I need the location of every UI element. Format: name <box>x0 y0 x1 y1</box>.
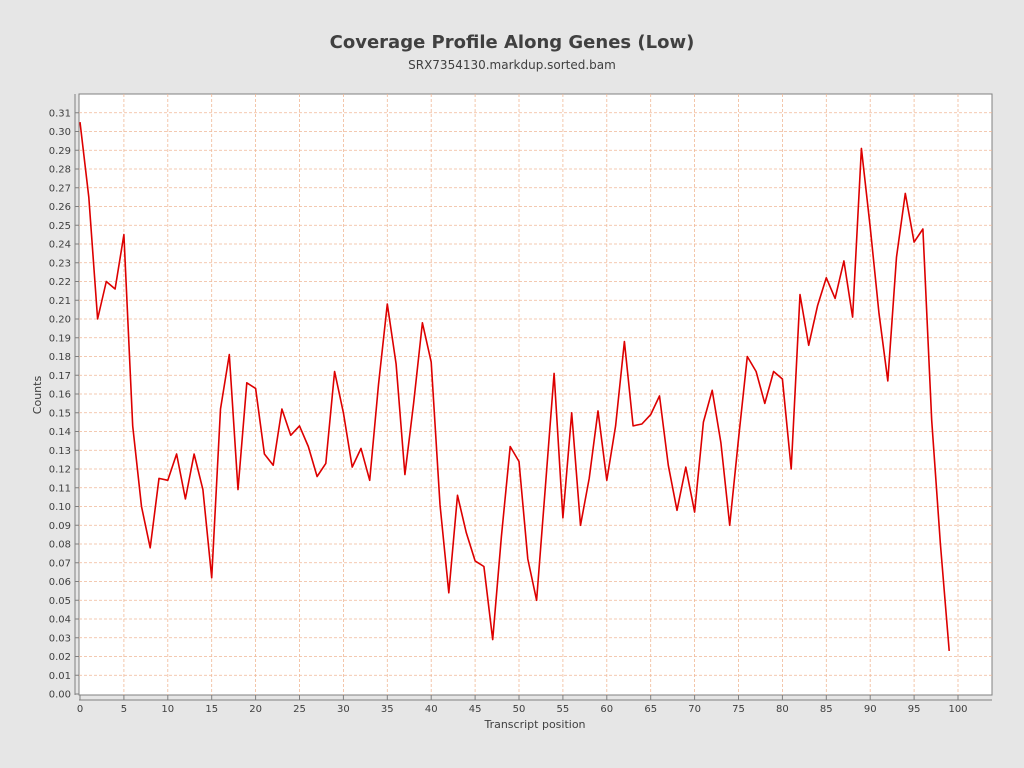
y-tick-label: 0.04 <box>49 615 71 626</box>
y-tick-label: 0.13 <box>49 446 71 457</box>
x-tick-label: 95 <box>908 704 921 715</box>
x-tick-label: 5 <box>121 704 127 715</box>
y-tick-label: 0.21 <box>49 296 71 307</box>
y-tick-label: 0.06 <box>49 577 71 588</box>
y-tick-label: 0.15 <box>49 408 71 419</box>
y-tick-label: 0.11 <box>49 483 71 494</box>
grid <box>79 94 992 695</box>
y-tick-label: 0.12 <box>49 465 71 476</box>
x-tick-label: 60 <box>600 704 613 715</box>
y-tick-label: 0.19 <box>49 333 71 344</box>
y-tick-label: 0.26 <box>49 202 71 213</box>
series-layer <box>79 122 950 651</box>
x-tick-label: 30 <box>337 704 350 715</box>
y-tick-label: 0.31 <box>49 108 71 119</box>
x-tick-label: 45 <box>469 704 482 715</box>
x-tick-label: 20 <box>249 704 262 715</box>
y-tick-label: 0.27 <box>49 183 71 194</box>
axes <box>74 94 992 701</box>
y-tick-label: 0.17 <box>49 371 71 382</box>
y-tick-label: 0.03 <box>49 633 71 644</box>
x-tick-label: 40 <box>425 704 438 715</box>
x-tick-label: 10 <box>161 704 174 715</box>
y-axis-label: Counts <box>31 376 44 415</box>
x-tick-label: 100 <box>948 704 967 715</box>
plot-area <box>78 93 993 696</box>
x-tick-label: 85 <box>820 704 833 715</box>
y-tick-label: 0.22 <box>49 277 71 288</box>
x-tick-label: 0 <box>77 704 83 715</box>
x-tick-label: 80 <box>776 704 789 715</box>
x-tick-label: 75 <box>732 704 745 715</box>
x-tick-label: 15 <box>205 704 218 715</box>
y-tick-label: 0.00 <box>49 690 71 701</box>
chart-title: Coverage Profile Along Genes (Low) <box>330 32 695 53</box>
y-tick-label: 0.07 <box>49 558 71 569</box>
y-tick-label: 0.14 <box>49 427 71 438</box>
y-tick-label: 0.25 <box>49 221 71 232</box>
x-tick-label: 25 <box>293 704 306 715</box>
y-tick-label: 0.02 <box>49 652 71 663</box>
x-tick-label: 70 <box>688 704 701 715</box>
y-tick-label: 0.01 <box>49 671 71 682</box>
x-tick-label: 35 <box>381 704 394 715</box>
series-line <box>79 122 950 651</box>
y-tick-label: 0.30 <box>49 127 71 138</box>
x-tick-label: 65 <box>644 704 657 715</box>
y-tick-label: 0.23 <box>49 258 71 269</box>
chart-subtitle: SRX7354130.markdup.sorted.bam <box>408 58 616 72</box>
x-tick-label: 50 <box>513 704 526 715</box>
tick-labels: 0.00 0.01 0.02 0.03 0.04 0.05 0.06 0.07 0.08 0.09… <box>49 108 968 715</box>
y-tick-label: 0.09 <box>49 521 71 532</box>
x-tick-label: 55 <box>557 704 570 715</box>
x-axis-label: Transcript position <box>483 718 585 731</box>
y-tick-label: 0.16 <box>49 390 71 401</box>
y-tick-label: 0.29 <box>49 146 71 157</box>
x-tick-label: 90 <box>864 704 877 715</box>
y-tick-label: 0.24 <box>49 240 71 251</box>
y-tick-label: 0.28 <box>49 165 71 176</box>
y-tick-label: 0.05 <box>49 596 71 607</box>
y-tick-label: 0.20 <box>49 315 71 326</box>
y-tick-label: 0.18 <box>49 352 71 363</box>
y-tick-label: 0.08 <box>49 540 71 551</box>
y-tick-label: 0.10 <box>49 502 71 513</box>
